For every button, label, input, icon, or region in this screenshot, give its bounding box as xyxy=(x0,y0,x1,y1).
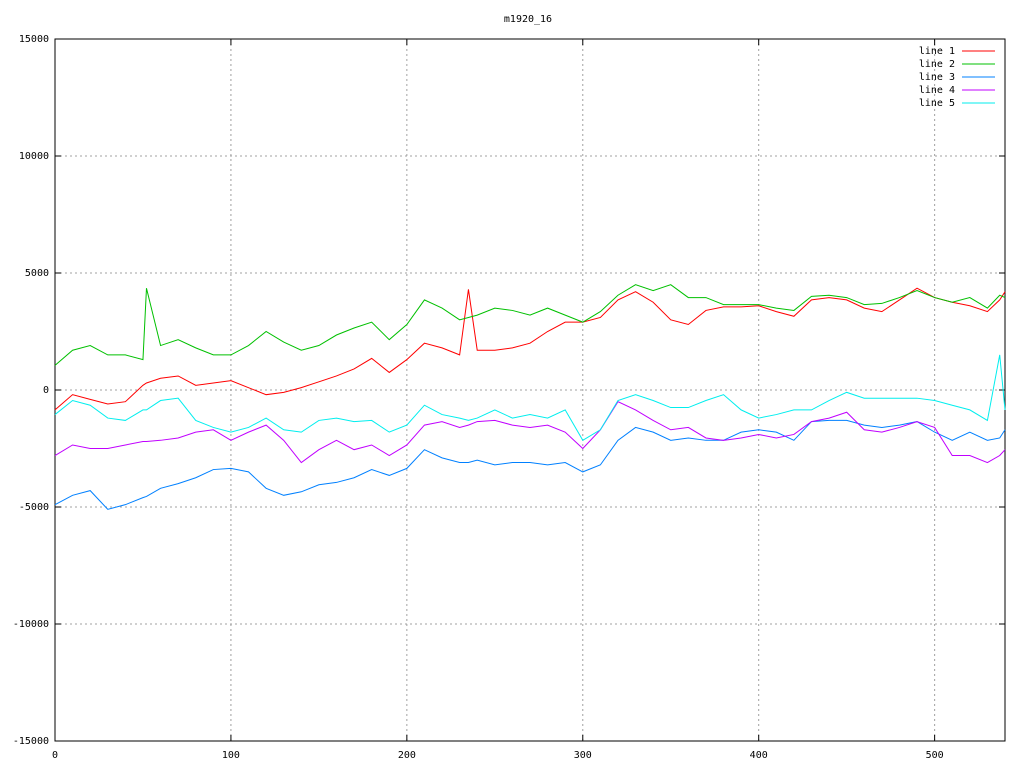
x-tick-label: 100 xyxy=(222,750,240,761)
y-tick-label: 15000 xyxy=(19,34,49,45)
y-tick-label: 0 xyxy=(43,385,49,396)
legend-label: line 4 xyxy=(919,85,955,96)
y-tick-label: -10000 xyxy=(13,619,49,630)
x-tick-label: 200 xyxy=(398,750,416,761)
x-tick-label: 500 xyxy=(926,750,944,761)
data-line xyxy=(54,284,1006,366)
y-tick-label: 5000 xyxy=(25,268,49,279)
legend-label: line 1 xyxy=(919,46,955,57)
data-line xyxy=(54,419,1006,510)
legend-label: line 3 xyxy=(919,72,955,83)
y-tick-label: 10000 xyxy=(19,151,49,162)
data-line xyxy=(54,354,1006,441)
y-tick-label: -15000 xyxy=(13,736,49,747)
legend-label: line 5 xyxy=(919,98,955,109)
chart-title: m1920_16 xyxy=(504,14,552,25)
y-tick-label: -5000 xyxy=(19,502,49,513)
legend-label: line 2 xyxy=(919,59,955,70)
data-line xyxy=(54,401,1006,464)
x-tick-label: 400 xyxy=(750,750,768,761)
x-tick-label: 300 xyxy=(574,750,592,761)
data-line xyxy=(54,287,1006,411)
x-tick-label: 0 xyxy=(52,750,58,761)
